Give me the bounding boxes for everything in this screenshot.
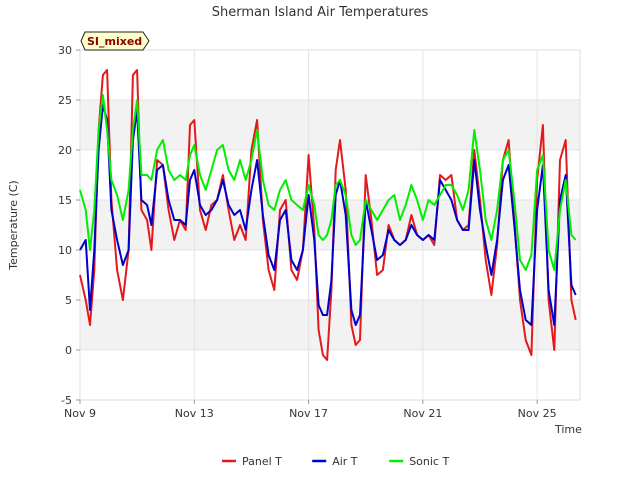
x-tick-label: Nov 13	[175, 407, 214, 420]
y-tick-label: 10	[58, 244, 72, 257]
plot-area-frame	[79, 49, 581, 401]
y-axis-label: Temperature (C)	[7, 180, 20, 270]
y-tick-label: -5	[61, 394, 72, 407]
legend-label-air-t: Air T	[332, 455, 358, 468]
chart-title: Sherman Island Air Temperatures	[212, 5, 429, 20]
x-tick-label: Nov 21	[403, 407, 442, 420]
y-tick-label: 5	[65, 294, 72, 307]
chart-legend: Panel T Air T Sonic T	[222, 455, 449, 468]
y-tick-label: 30	[58, 44, 72, 57]
series-line-air-t	[79, 104, 577, 326]
legend-label-sonic-t: Sonic T	[409, 455, 449, 468]
legend-label-panel-t: Panel T	[242, 455, 282, 468]
y-tick-label: 0	[65, 344, 72, 357]
grid-band	[80, 100, 580, 150]
x-tick-label: Nov 17	[289, 407, 328, 420]
y-tick-label: 15	[58, 194, 72, 207]
site-badge-text: SI_mixed	[87, 35, 142, 48]
series-line-panel-t	[79, 69, 577, 361]
site-badge-box	[80, 31, 150, 51]
series-lines	[79, 69, 577, 361]
x-axis-label: Time	[554, 423, 582, 436]
x-tick-label: Nov 9	[64, 407, 96, 420]
y-axis-ticks: -5 0 5 10 15 20 25 30	[58, 44, 80, 407]
x-tick-label: Nov 25	[518, 407, 557, 420]
y-tick-label: 25	[58, 94, 72, 107]
site-badge: SI_mixed	[80, 31, 150, 51]
series-line-sonic-t	[79, 94, 577, 271]
y-tick-label: 20	[58, 144, 72, 157]
x-axis-ticks: Nov 9 Nov 13 Nov 17 Nov 21 Nov 25	[64, 400, 557, 420]
